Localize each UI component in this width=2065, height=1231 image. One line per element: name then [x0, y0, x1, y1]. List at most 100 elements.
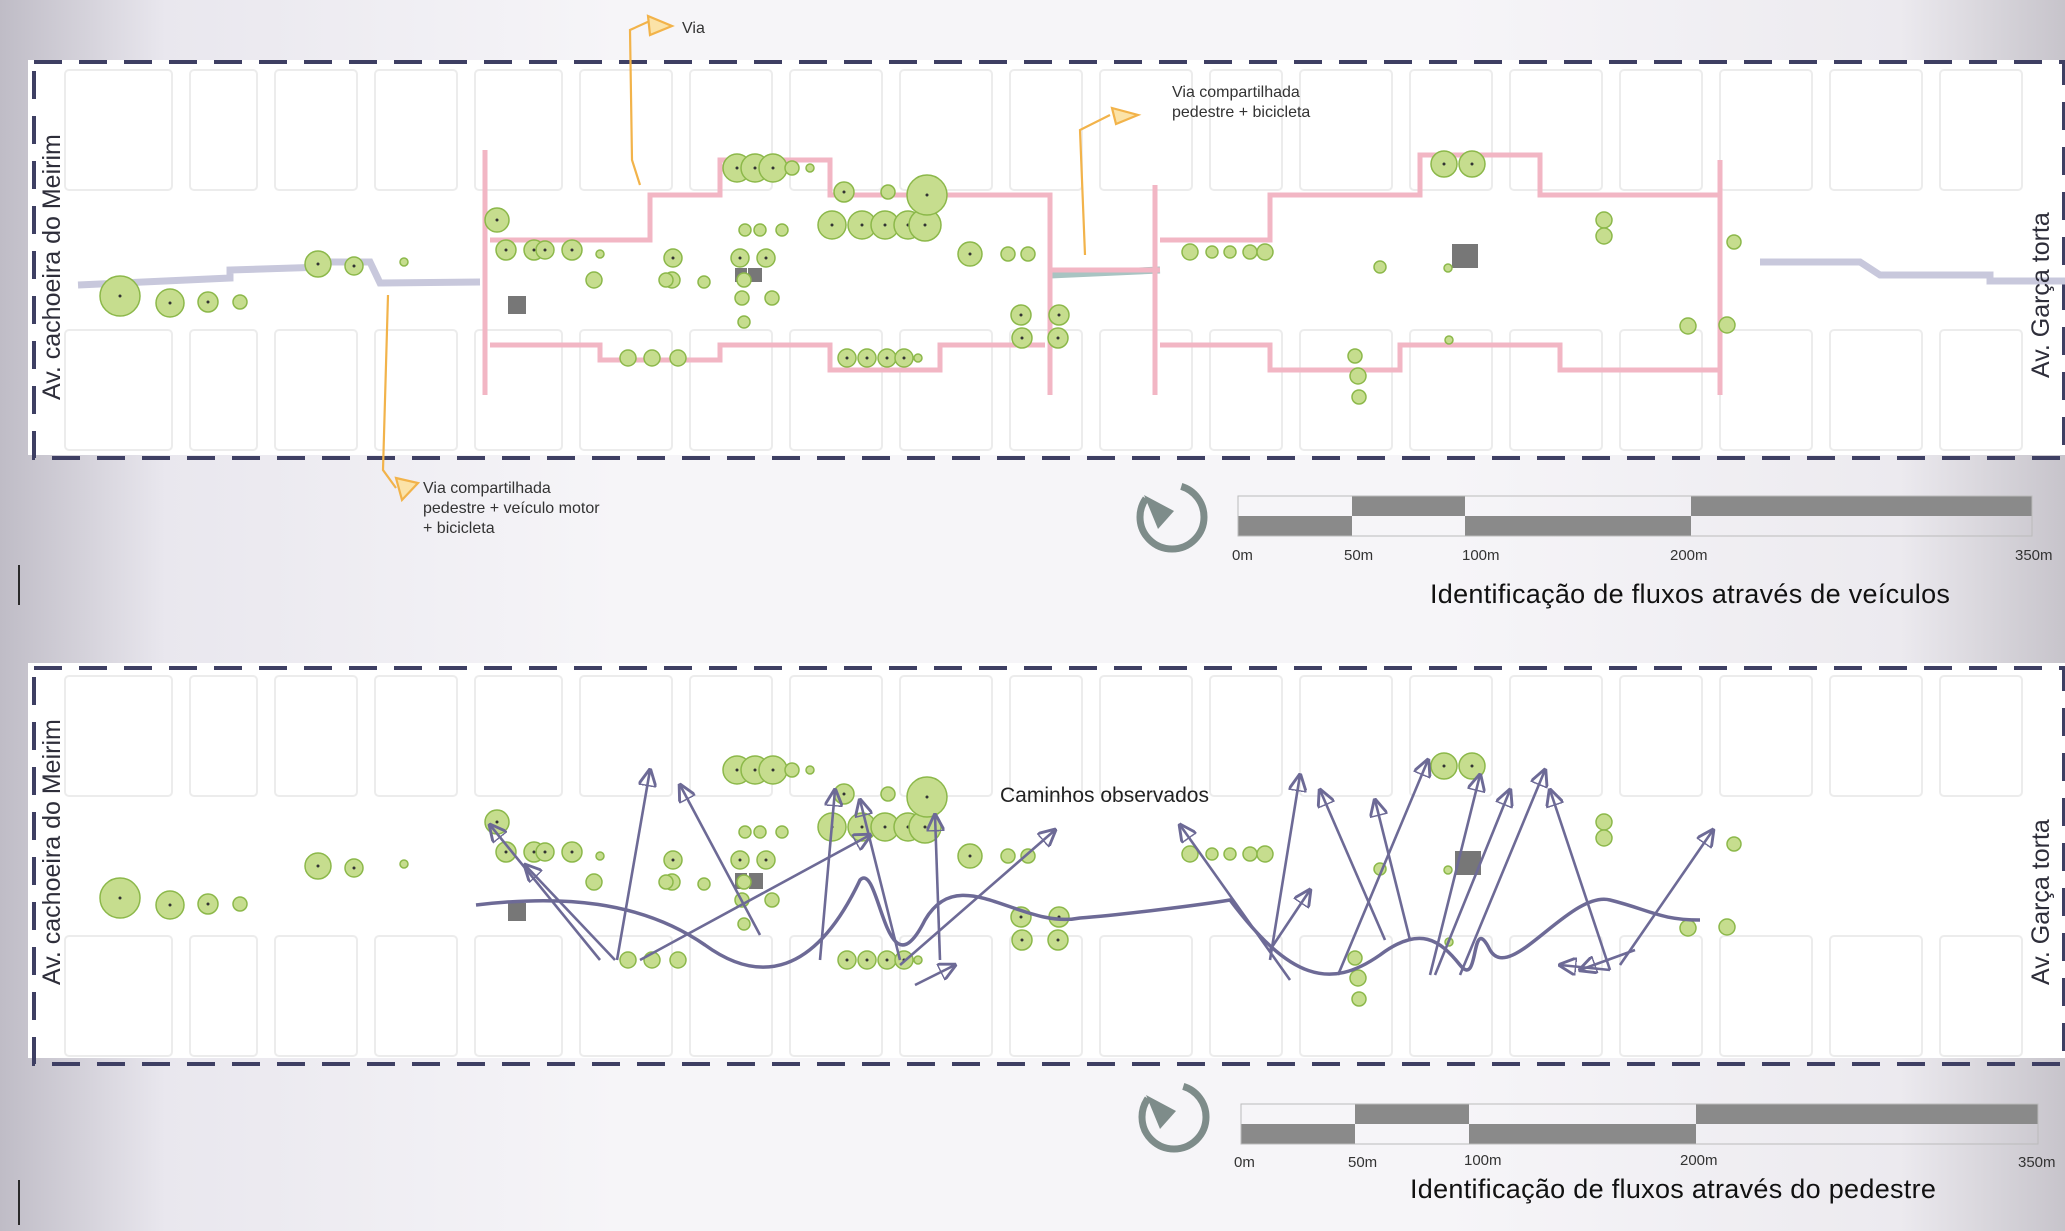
pedestrian-arrow: [818, 790, 835, 961]
pedestrian-arrow: [1560, 965, 1611, 970]
street-block: [789, 675, 883, 797]
tree-icon: [1595, 227, 1613, 245]
street-block: [689, 675, 773, 797]
tree-trunk-dot: [1470, 162, 1474, 166]
tree-icon: [585, 873, 603, 891]
pedestrian-arrow: [1336, 760, 1428, 976]
street-block: [1829, 935, 1923, 1057]
pedestrian-arrow: [1268, 890, 1310, 951]
annotation-line: pedestre + veículo motor: [423, 500, 600, 517]
tree-trunk-dot: [885, 356, 889, 360]
pedestrian-desire-lines: [490, 760, 1713, 987]
street-block: [1099, 329, 1193, 451]
street-label-east-lower: Av. Garça torta: [2027, 819, 2055, 985]
tree-trunk-dot: [845, 958, 849, 962]
tree-icon: [1679, 317, 1697, 335]
tree-trunk-dot: [1442, 764, 1446, 768]
tree-icon: [1020, 246, 1036, 262]
tree-icon: [1349, 969, 1367, 987]
tree-icon: [736, 874, 752, 890]
street-block: [1009, 675, 1083, 797]
tree-trunk-dot: [206, 300, 210, 304]
tree-icon: [1256, 845, 1274, 863]
street-block: [789, 935, 883, 1057]
tree-icon: [1595, 829, 1613, 847]
tree-icon: [399, 257, 409, 267]
tree-trunk-dot: [543, 248, 547, 252]
vehicle-route-west-square: [482, 150, 1160, 395]
street-block: [1719, 69, 1813, 191]
tree-icon: [805, 163, 815, 173]
street-block: [899, 675, 993, 797]
tree-icons-bottom: [99, 752, 1742, 1007]
street-block: [1209, 329, 1283, 451]
tree-icon: [784, 762, 800, 778]
tree-icon: [880, 184, 896, 200]
street-block: [1299, 329, 1393, 451]
tree-icon: [1718, 918, 1736, 936]
tree-trunk-dot: [671, 858, 675, 862]
tree-trunk-dot: [764, 858, 768, 862]
tree-icon: [805, 765, 815, 775]
vehicle-route-east-square: [1152, 152, 1723, 395]
tree-icon: [775, 825, 789, 839]
pedestrian-meander-path: [475, 876, 1701, 976]
street-block: [579, 329, 673, 451]
street-block: [1619, 675, 1703, 797]
street-block: [274, 329, 358, 451]
tree-trunk-dot: [842, 190, 846, 194]
street-block: [374, 675, 458, 797]
street-block: [1209, 69, 1283, 191]
street-block: [1409, 675, 1493, 797]
tree-icon: [764, 892, 780, 908]
tree-trunk-dot: [865, 356, 869, 360]
tree-trunk-dot: [738, 256, 742, 260]
tree-icon: [737, 917, 751, 931]
tree-icon: [669, 951, 687, 969]
annotation-line: + bicicleta: [423, 520, 495, 537]
street-block: [189, 935, 258, 1057]
street-block: [189, 675, 258, 797]
tree-icon: [595, 249, 605, 259]
scale-bar-bottom: [1240, 1103, 2039, 1145]
scale-label: 200m: [1670, 547, 1708, 564]
tree-icon: [1000, 848, 1016, 864]
tree-trunk-dot: [168, 903, 172, 907]
tree-icon: [1349, 367, 1367, 385]
pedestrian-arrow: [615, 770, 650, 961]
street-block: [64, 329, 173, 451]
edge-marker-top: [18, 565, 20, 605]
tree-icon: [232, 896, 248, 912]
tree-trunk-dot: [352, 264, 356, 268]
street-block: [579, 675, 673, 797]
street-block: [64, 69, 173, 191]
street-label-west-lower: Av. cachoeira do Meirim: [38, 719, 66, 985]
scale-label: 50m: [1348, 1154, 1378, 1171]
tree-icon: [913, 353, 923, 363]
street-block: [579, 935, 673, 1057]
tree-trunk-dot: [504, 850, 508, 854]
scale-label: 0m: [1232, 547, 1253, 564]
street-block: [789, 329, 883, 451]
tree-icon: [738, 825, 752, 839]
scale-label: 50m: [1344, 547, 1374, 564]
tree-trunk-dot: [735, 768, 739, 772]
tree-icon: [232, 294, 248, 310]
tree-icon: [1718, 316, 1736, 334]
annotation-shared-ped-bike: Via compartilhada pedestre + bicicleta: [1172, 83, 1310, 123]
tree-trunk-dot: [316, 864, 320, 868]
tree-icon: [784, 160, 800, 176]
annotation-line: Via compartilhada: [423, 480, 551, 497]
street-block: [899, 69, 993, 191]
street-block: [689, 935, 773, 1057]
tree-icon: [1679, 919, 1697, 937]
tree-trunk-dot: [504, 248, 508, 252]
street-block: [189, 69, 258, 191]
street-block: [1939, 69, 2023, 191]
tree-trunk-dot: [532, 850, 536, 854]
tree-trunk-dot: [168, 301, 172, 305]
tree-trunk-dot: [738, 858, 742, 862]
annotation-observed-paths: Caminhos observados: [1000, 784, 1209, 807]
